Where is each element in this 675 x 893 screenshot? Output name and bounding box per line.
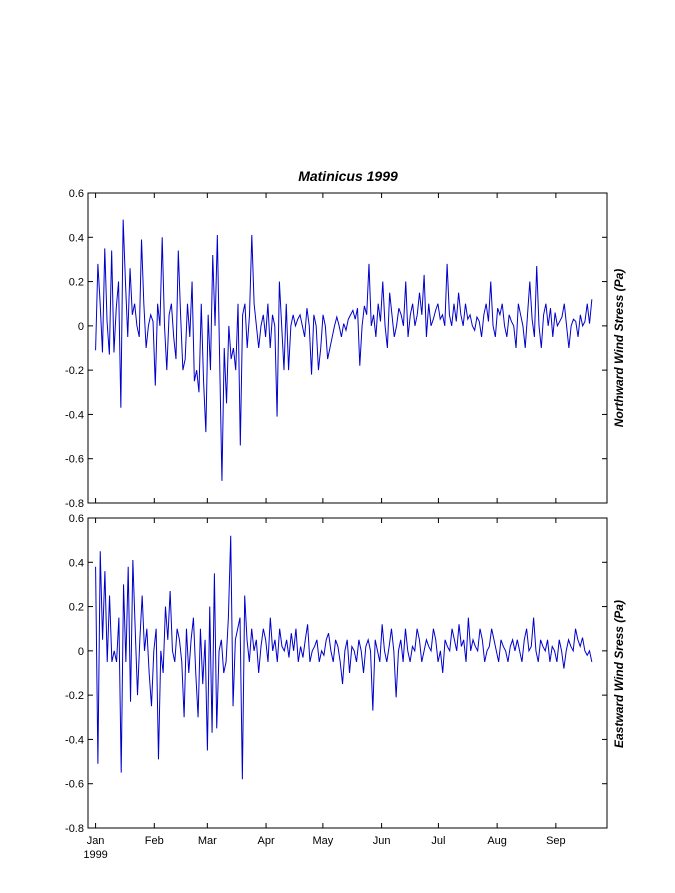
y-tick-label: 0 — [78, 646, 84, 658]
eastward-y-axis: 0.6 0.4 0.2 0 -0.2 -0.4 -0.6 -0.8 — [65, 513, 607, 835]
y-tick-label: -0.4 — [65, 734, 84, 746]
eastward-x-axis: Jan 1999 Feb Mar Apr May Jun Jul Aug Sep — [83, 518, 566, 861]
x-tick-label: Sep — [546, 835, 566, 847]
x-tick-label: Mar — [198, 835, 217, 847]
y-tick-label: 0.2 — [69, 602, 84, 614]
eastward-y-label: Eastward Wind Sress (Pa) — [612, 600, 626, 748]
y-tick-label: -0.6 — [65, 454, 84, 466]
y-tick-label: 0.6 — [69, 513, 84, 525]
y-tick-label: -0.2 — [65, 690, 84, 702]
y-tick-label: -0.2 — [65, 365, 84, 377]
x-tick-label: Feb — [145, 835, 164, 847]
y-tick-label: 0 — [78, 321, 84, 333]
northward-x-axis — [95, 193, 557, 503]
x-tick-sublabel: 1999 — [83, 849, 107, 861]
northward-y-axis: 0.6 0.4 0.2 0 -0.2 -0.4 -0.6 -0.8 — [65, 188, 607, 510]
eastward-series-line — [95, 535, 593, 780]
northward-panel: 0.6 0.4 0.2 0 -0.2 -0.4 -0.6 -0.8 Northward Win… — [65, 188, 626, 510]
northward-plot-frame — [87, 192, 608, 504]
y-tick-label: 0.6 — [69, 188, 84, 200]
y-tick-label: -0.4 — [65, 409, 84, 421]
chart-title: Matinicus 1999 — [298, 168, 398, 184]
y-tick-label: -0.6 — [65, 779, 84, 791]
x-tick-label: Jul — [431, 835, 445, 847]
northward-series-line — [95, 219, 593, 481]
x-tick-label: Aug — [487, 835, 507, 847]
y-tick-label: 0.4 — [69, 557, 84, 569]
eastward-panel: 0.6 0.4 0.2 0 -0.2 -0.4 -0.6 -0.8 Jan 1999 Feb Mar… — [65, 513, 626, 861]
y-tick-label: -0.8 — [65, 498, 84, 510]
x-tick-label: Jun — [373, 835, 391, 847]
x-tick-label: May — [312, 835, 333, 847]
y-tick-label: 0.2 — [69, 277, 84, 289]
y-tick-label: 0.4 — [69, 232, 84, 244]
x-tick-label: Apr — [257, 835, 274, 847]
northward-y-label: Northward Wind Stress (Pa) — [612, 269, 626, 428]
y-tick-label: -0.8 — [65, 823, 84, 835]
eastward-plot-frame — [87, 517, 608, 829]
x-tick-label: Jan — [87, 835, 105, 847]
